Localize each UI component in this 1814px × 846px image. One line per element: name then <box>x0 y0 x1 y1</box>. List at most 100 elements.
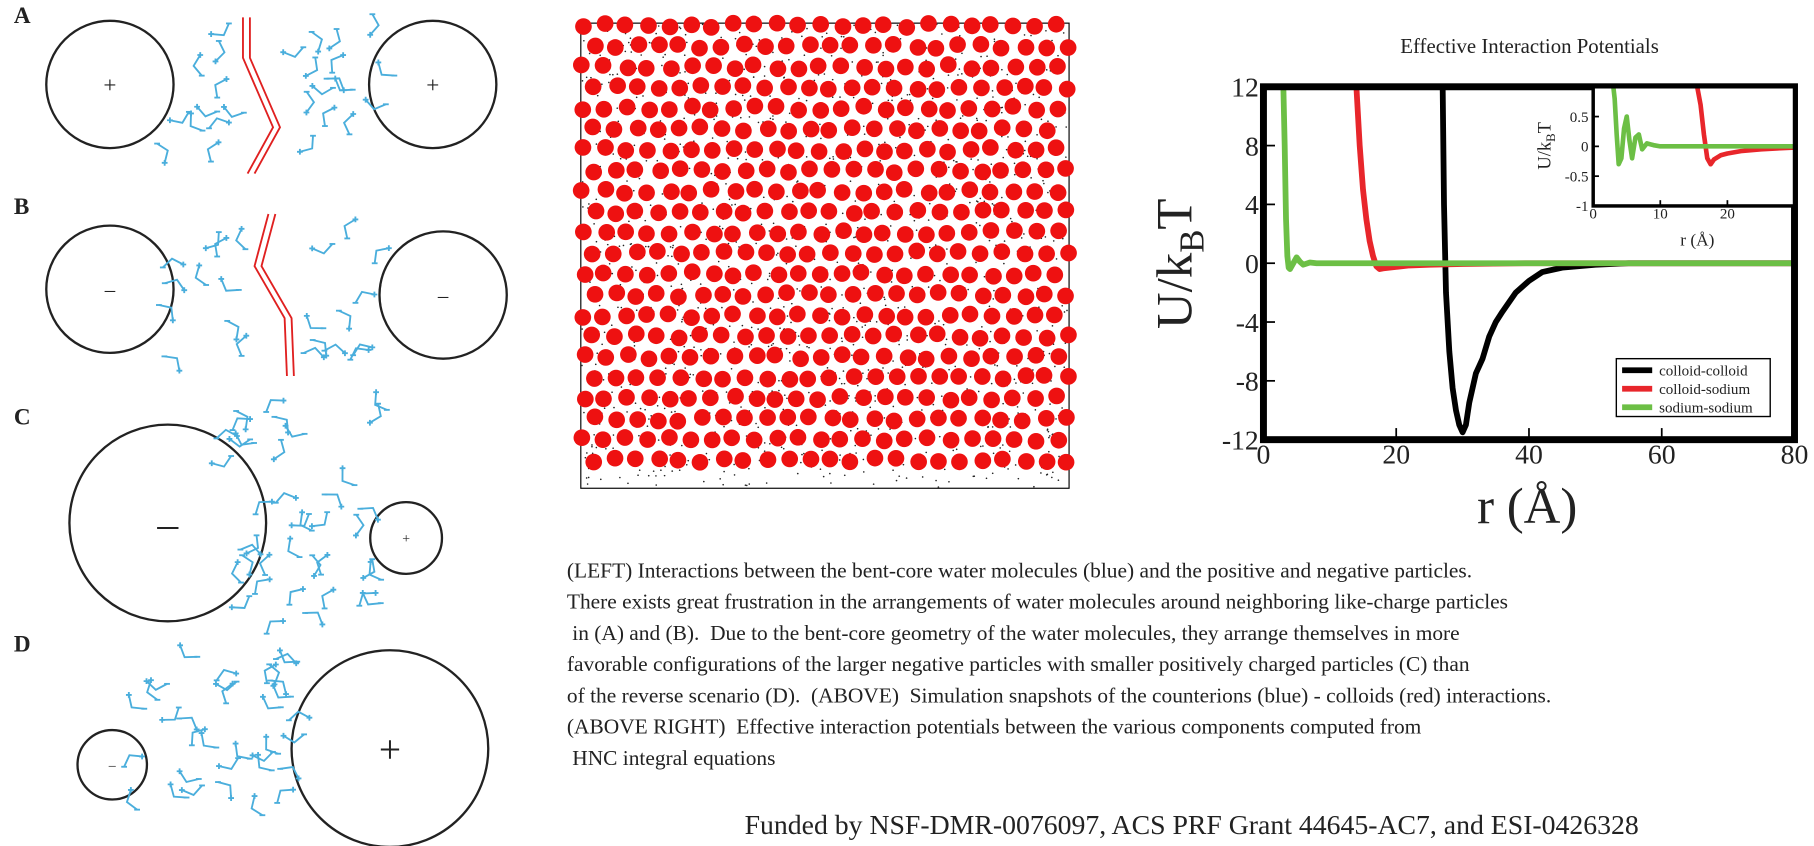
counterion <box>945 344 947 346</box>
counterion <box>983 200 985 202</box>
counterion <box>685 34 687 36</box>
colloid <box>671 330 688 347</box>
water-site <box>239 226 245 232</box>
colloid <box>876 267 893 284</box>
counterion <box>689 374 691 376</box>
colloid <box>683 309 700 326</box>
counterion <box>893 406 895 408</box>
colloid <box>619 99 636 116</box>
counterion <box>941 395 943 397</box>
colloid <box>878 308 895 325</box>
counterion <box>843 36 845 38</box>
panel-label: D <box>14 631 31 657</box>
colloid <box>756 80 773 97</box>
counterion <box>1065 126 1067 128</box>
colloid <box>1017 78 1034 95</box>
colloid <box>617 266 634 283</box>
legend-label: sodium-sodium <box>1659 400 1753 416</box>
colloid <box>909 202 926 219</box>
counterion <box>680 226 682 228</box>
counterion <box>1004 240 1006 242</box>
water-site <box>386 245 392 251</box>
colloid <box>638 60 655 77</box>
colloid <box>640 17 657 34</box>
counterion <box>928 219 930 221</box>
colloid <box>735 123 752 140</box>
colloid <box>725 100 742 117</box>
colloid <box>845 245 862 262</box>
counterion <box>825 224 827 226</box>
counterion <box>882 52 884 54</box>
colloid <box>575 224 592 241</box>
colloid <box>620 60 637 77</box>
colloid <box>845 286 862 303</box>
counterion <box>1049 403 1051 405</box>
counterion <box>645 246 647 248</box>
colloid <box>639 431 656 448</box>
counterion <box>821 449 823 451</box>
counterion <box>726 141 728 143</box>
colloid <box>910 81 927 98</box>
colloid <box>768 184 785 201</box>
counterion <box>992 472 994 474</box>
colloid <box>1028 433 1045 450</box>
counterion <box>596 352 598 354</box>
colloid <box>994 328 1011 345</box>
colloid <box>867 161 884 178</box>
colloid <box>595 431 612 448</box>
counterion <box>934 323 936 325</box>
colloid <box>574 429 591 446</box>
counterion <box>719 478 721 480</box>
counterion <box>623 245 625 247</box>
counterion <box>1056 258 1058 260</box>
counterion <box>882 55 884 57</box>
figure-content: Effective Interaction Potentials r (Å) U… <box>14 3 1808 846</box>
colloid <box>1038 245 1055 262</box>
counterion <box>755 423 757 425</box>
counterion <box>1052 471 1054 473</box>
counterion <box>659 396 661 398</box>
counterion <box>864 133 866 135</box>
colloid <box>1046 267 1063 284</box>
counterion <box>1048 451 1050 453</box>
colloid <box>727 388 744 405</box>
counterion <box>778 390 780 392</box>
colloid <box>663 183 680 200</box>
water-molecule <box>170 112 189 123</box>
counterion <box>639 469 641 471</box>
counterion <box>1061 305 1063 307</box>
counterion <box>985 120 987 122</box>
water-site <box>309 246 315 252</box>
counterion <box>665 367 667 369</box>
colloid <box>651 80 668 97</box>
counterion <box>1001 112 1003 114</box>
counterion <box>975 262 977 264</box>
counterion <box>720 37 722 39</box>
colloid <box>596 101 613 118</box>
colloid <box>832 58 849 75</box>
counterion <box>864 218 866 220</box>
colloid <box>1049 58 1066 75</box>
counterion <box>829 473 831 475</box>
counterion <box>748 468 750 470</box>
counterion <box>858 262 860 264</box>
counterion <box>673 364 675 366</box>
colloid <box>951 454 968 471</box>
counterion <box>611 391 613 393</box>
water-site <box>269 499 275 505</box>
colloid <box>876 433 893 450</box>
counterion <box>585 457 587 459</box>
colloid <box>1006 184 1023 201</box>
colloid <box>670 452 687 469</box>
counterion <box>891 281 893 283</box>
water-molecule <box>312 512 327 526</box>
counterion <box>820 286 822 288</box>
counterion <box>746 485 748 487</box>
colloid <box>683 141 700 158</box>
colloid <box>661 348 678 365</box>
counterion <box>946 248 948 250</box>
colloid <box>672 160 689 177</box>
counterion <box>672 245 674 247</box>
colloid <box>735 205 752 222</box>
counterion <box>745 151 747 153</box>
